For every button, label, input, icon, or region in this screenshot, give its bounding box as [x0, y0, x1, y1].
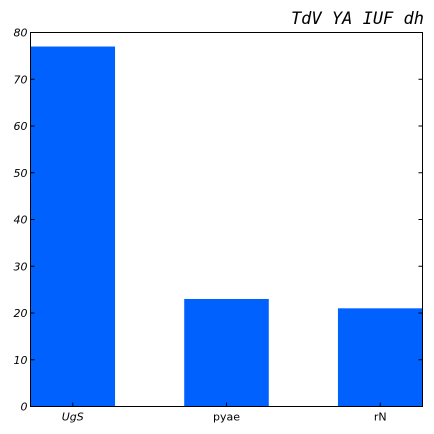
y-tick-label: 30: [14, 260, 28, 273]
y-tick-label: 80: [14, 27, 28, 40]
y-tick-label: 60: [14, 120, 28, 133]
chart-title: TdV YA IUF dh: [291, 9, 424, 29]
y-tick-label: 70: [14, 73, 28, 86]
bar-rN: [337, 308, 423, 407]
y-tick-label: 0: [21, 401, 28, 414]
y-axis-ticks: 0 10 20 30 40 50 60 70 80: [14, 27, 423, 414]
plot-frame: [30, 32, 423, 407]
x-tick-label: UgS: [62, 411, 84, 424]
y-tick-label: 10: [14, 354, 28, 367]
y-tick-label: 40: [14, 214, 28, 227]
x-axis-ticks: UgS pyae rN: [62, 402, 387, 424]
bars-group: [30, 46, 423, 407]
y-tick-label: 20: [14, 307, 28, 320]
bar-UgS: [30, 46, 116, 407]
x-tick-label: rN: [374, 411, 387, 424]
x-tick-label: pyae: [213, 411, 240, 424]
y-tick-label: 50: [14, 167, 28, 180]
bar-pyae: [184, 298, 269, 407]
